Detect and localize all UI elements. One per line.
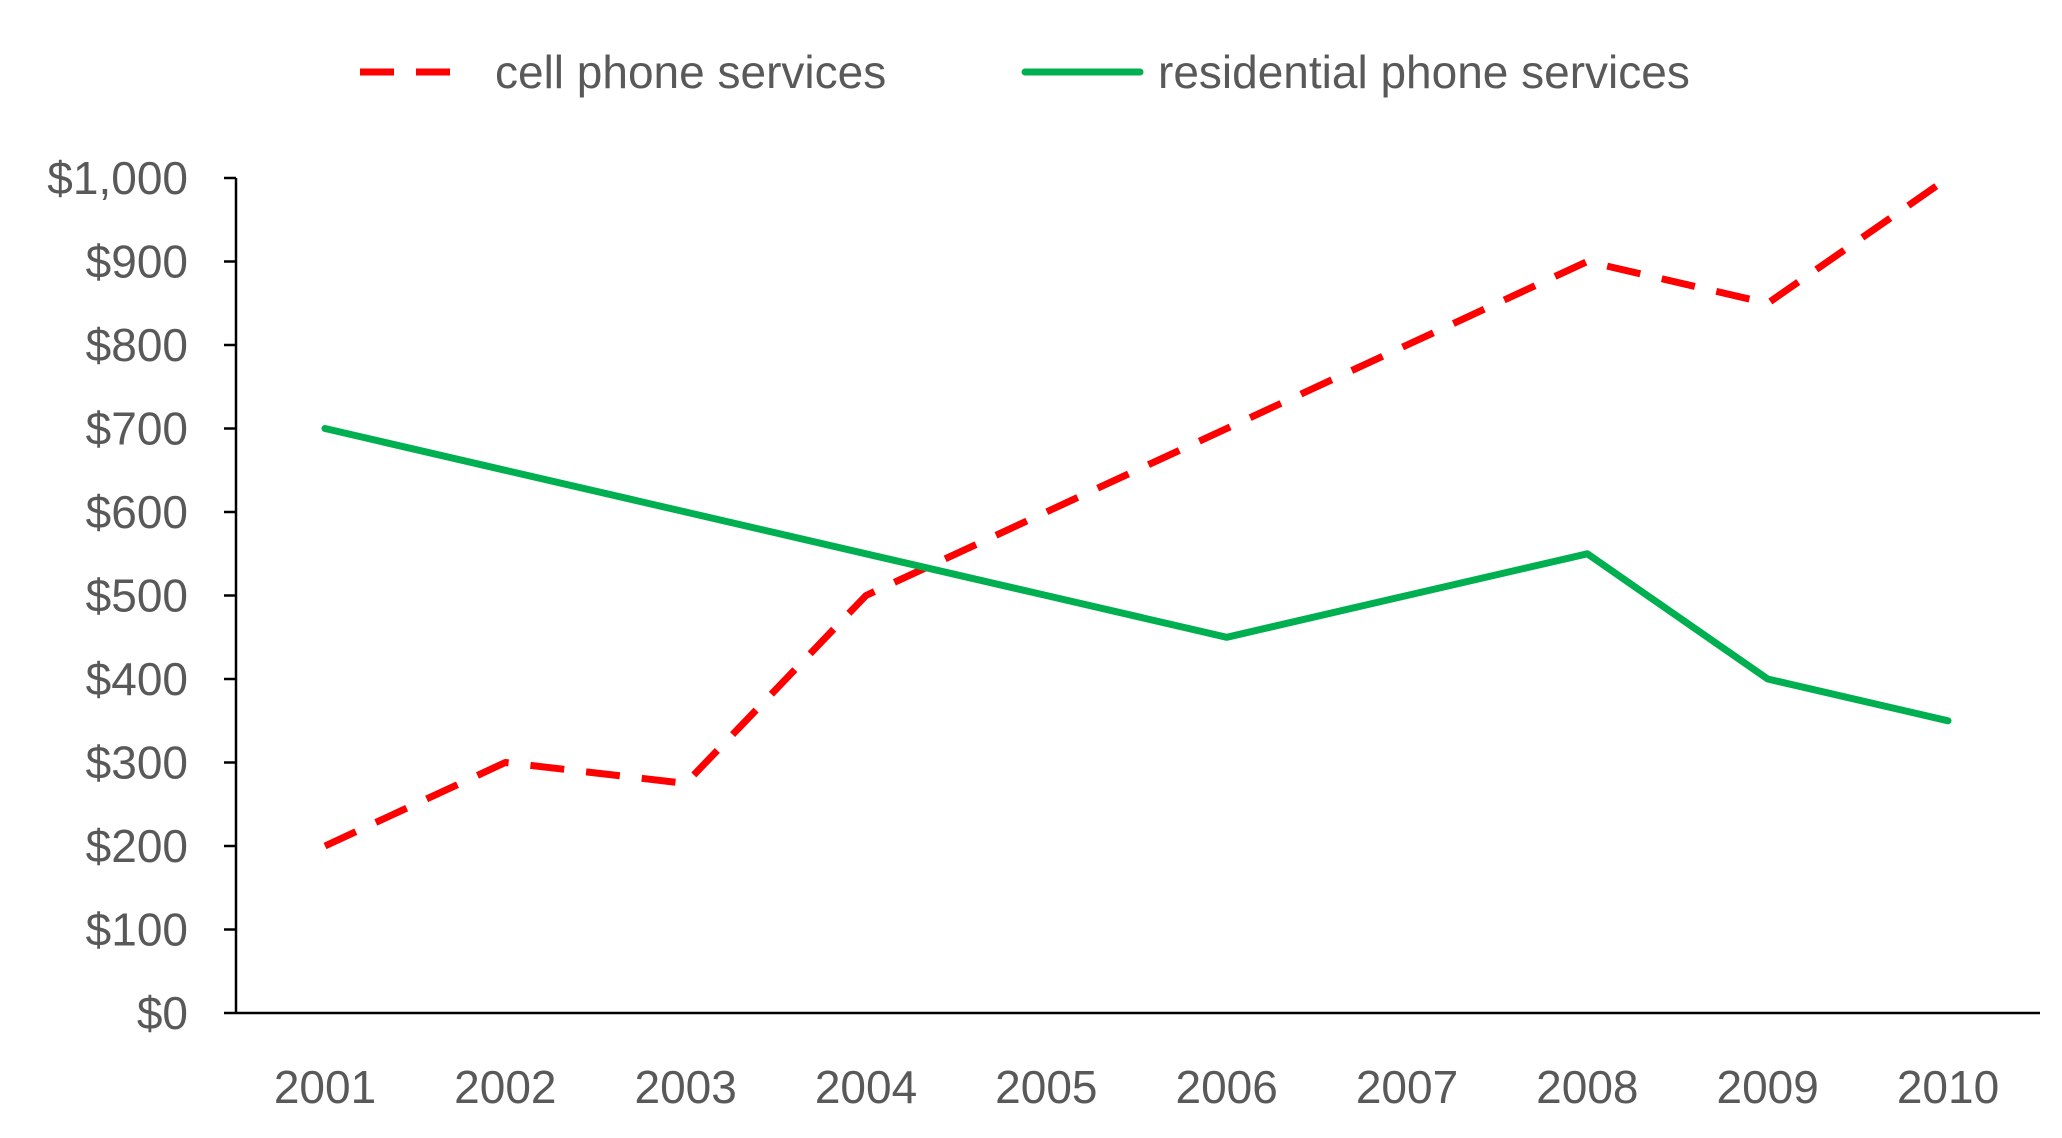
x-axis: 2001 2002 2003 2004 2005 2006 2007 2008 2009 2010 <box>236 1011 2040 1113</box>
x-tick-label: 2001 <box>274 1061 376 1113</box>
x-tick-label: 2006 <box>1175 1061 1277 1113</box>
legend-label-0: cell phone services <box>495 46 886 98</box>
y-tick-label: $0 <box>137 987 188 1039</box>
series-line-1 <box>321 425 1952 725</box>
y-tick-label: $300 <box>86 737 188 789</box>
y-tick-label: $500 <box>86 570 188 622</box>
x-tick-label: 2003 <box>634 1061 736 1113</box>
x-tick-label: 2007 <box>1356 1061 1458 1113</box>
series-layer <box>321 175 1952 850</box>
y-tick-label: $100 <box>86 904 188 956</box>
x-tick-label: 2010 <box>1897 1061 1999 1113</box>
y-tick-label: $400 <box>86 653 188 705</box>
y-axis: $0 $100 $200 $300 $400 $500 $600 $700 $800 $900 $1… <box>47 152 238 1039</box>
x-tick-label: 2009 <box>1716 1061 1818 1113</box>
y-tick-label: $1,000 <box>47 152 188 204</box>
x-tick-label: 2008 <box>1536 1061 1638 1113</box>
x-tick-label: 2005 <box>995 1061 1097 1113</box>
y-tick-label: $700 <box>86 403 188 455</box>
y-tick-label: $600 <box>86 486 188 538</box>
y-tick-label: $900 <box>86 236 188 288</box>
legend: cell phone services residential phone ser… <box>360 46 1690 98</box>
x-tick-label: 2004 <box>815 1061 917 1113</box>
y-tick-label: $200 <box>86 820 188 872</box>
y-tick-label: $800 <box>86 319 188 371</box>
x-tick-label: 2002 <box>454 1061 556 1113</box>
legend-label-1: residential phone services <box>1158 46 1690 98</box>
series-line-0 <box>323 175 1950 850</box>
